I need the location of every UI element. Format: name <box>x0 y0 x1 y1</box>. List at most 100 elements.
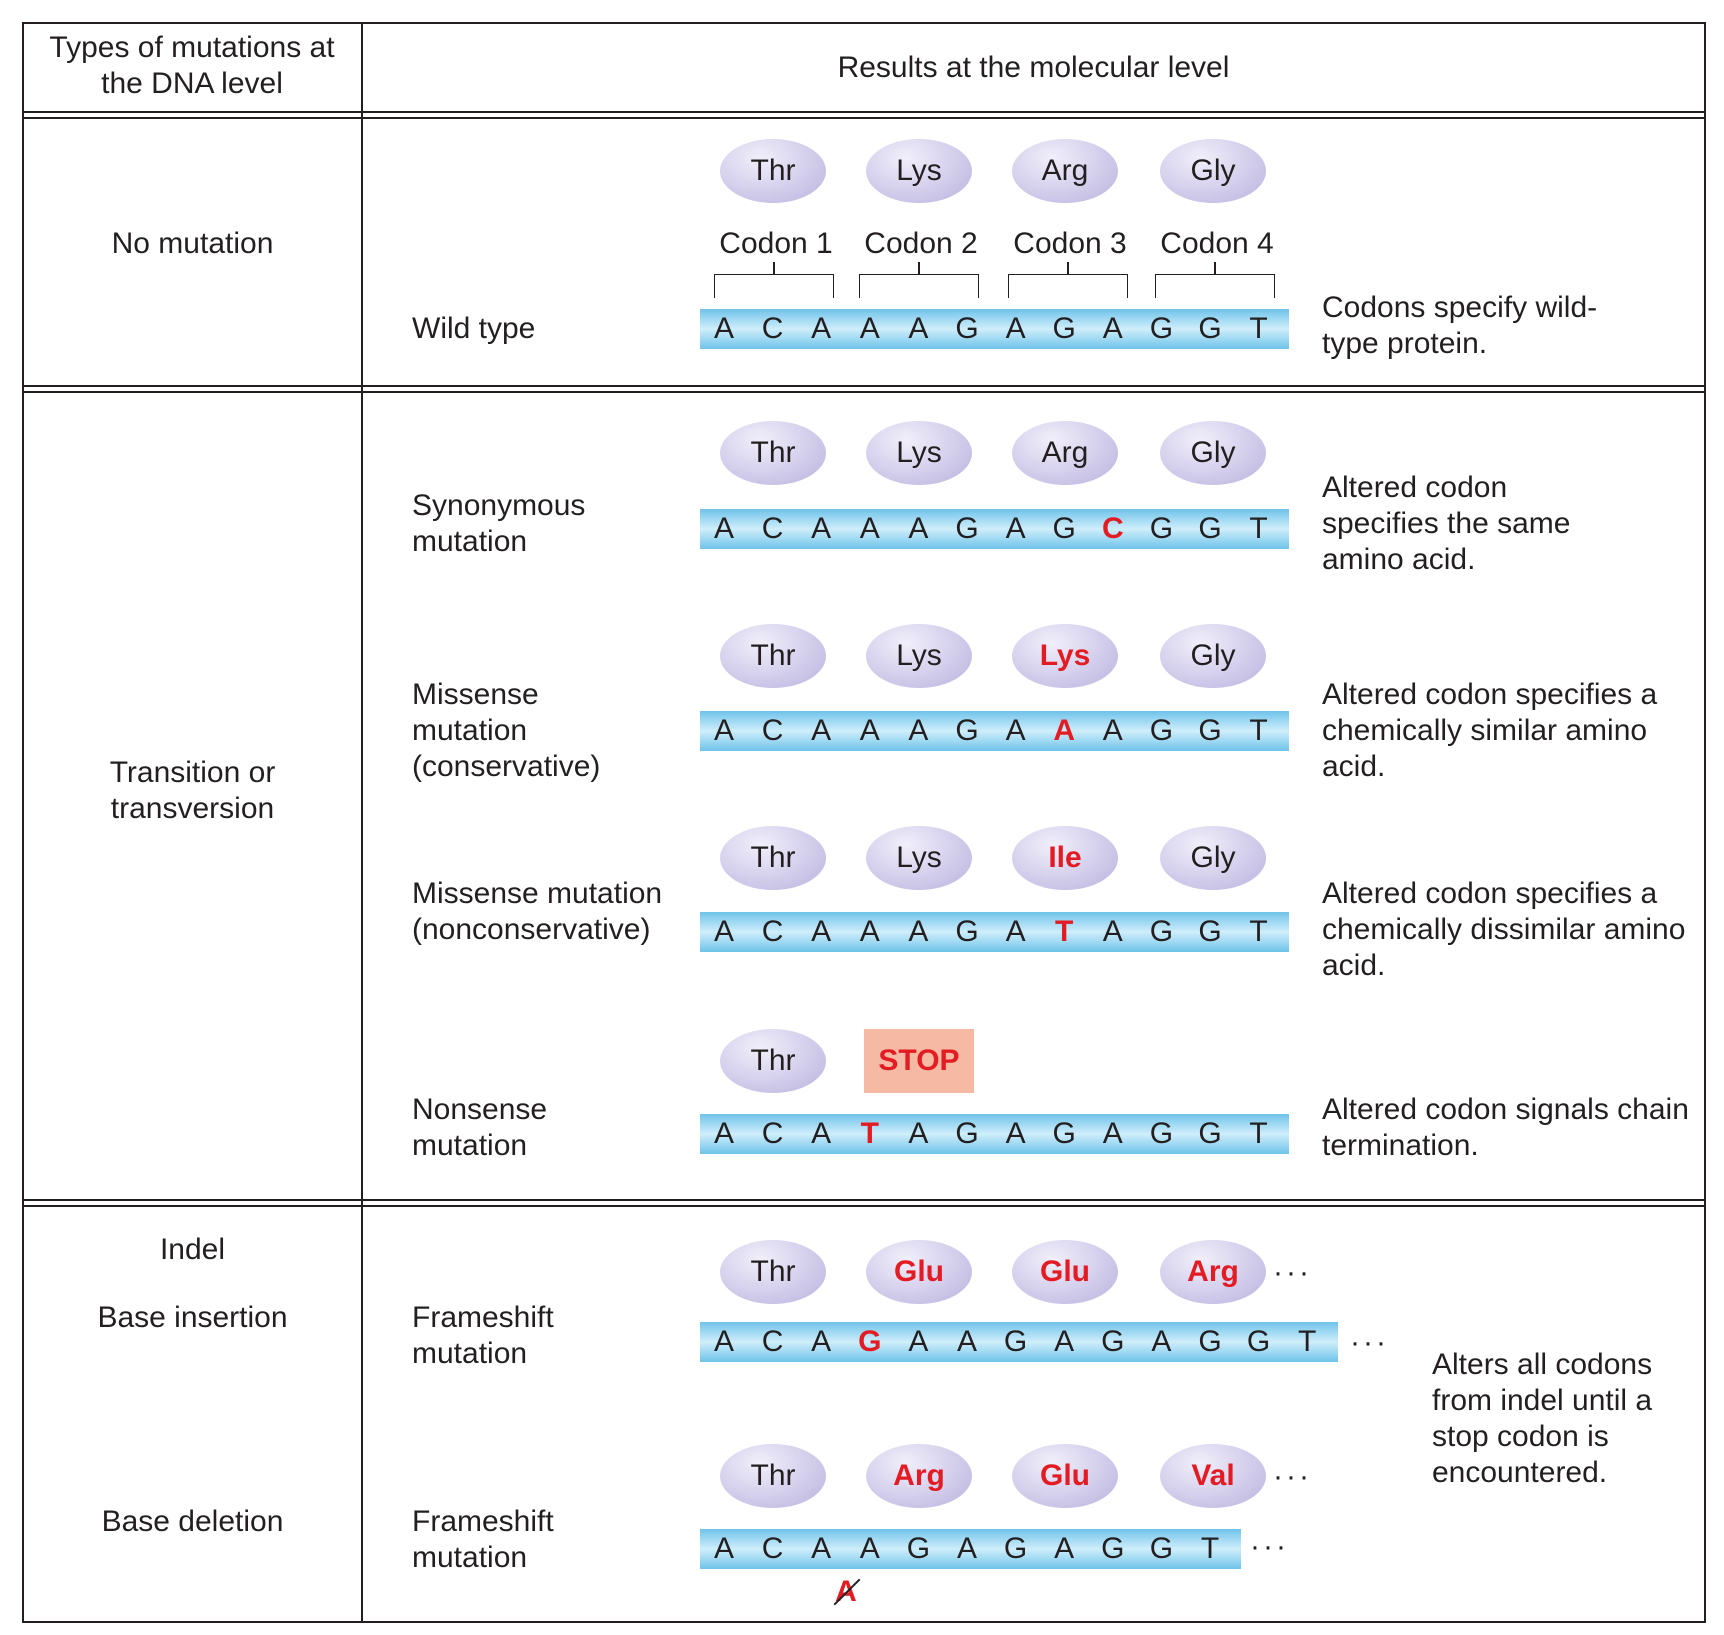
codon-label-3: Codon 3 <box>1013 227 1127 260</box>
dna-base: A <box>908 714 929 747</box>
codon-label-2: Codon 2 <box>864 227 978 260</box>
amino-acid-arg: Arg <box>1012 421 1118 485</box>
dna-base: A <box>713 1117 734 1150</box>
dna-base: T <box>1249 512 1268 545</box>
dna-base: C <box>761 1325 784 1358</box>
dna-base: A <box>908 1325 929 1358</box>
dna-base: G <box>1003 1325 1028 1358</box>
amino-acid-val: Val <box>1160 1444 1266 1508</box>
dna-base: G <box>1003 1532 1028 1565</box>
dna-strand-bar <box>700 711 1290 751</box>
dna-base: A <box>859 915 880 948</box>
frame-bottom <box>22 1621 1706 1623</box>
label-nonsense: Nonsense mutation <box>412 1093 548 1162</box>
dna-base: A <box>811 512 832 545</box>
row1-divider-2 <box>22 391 1706 393</box>
codon-bracket <box>1008 274 1128 298</box>
dna-base: T <box>1249 714 1268 747</box>
amino-acid-glu: Glu <box>1012 1240 1118 1304</box>
dna-base: A <box>859 1532 880 1565</box>
dna-base: C <box>761 1532 784 1565</box>
dna-base: A <box>811 915 832 948</box>
dna-base: G <box>1149 714 1174 747</box>
amino-acid-gly: Gly <box>1160 624 1266 688</box>
amino-acid-thr: Thr <box>720 826 826 890</box>
mutated-base: C <box>1101 512 1124 545</box>
frame-top <box>22 22 1706 24</box>
dna-base: A <box>1102 1117 1123 1150</box>
desc-nonsense: Altered codon signals chain termination. <box>1322 1093 1689 1162</box>
amino-acid-gly: Gly <box>1160 139 1266 203</box>
amino-acid-gly: Gly <box>1160 421 1266 485</box>
dna-base: G <box>1101 1325 1125 1358</box>
dna-base: A <box>1102 312 1123 345</box>
codon-bracket <box>714 274 834 298</box>
dna-base: A <box>1005 1117 1026 1150</box>
codon-bracket-tick <box>1214 262 1216 274</box>
dna-base: A <box>908 312 929 345</box>
codon-bracket <box>859 274 979 298</box>
mutated-base: T <box>860 1117 879 1150</box>
deletion-strand-ellipsis: ··· <box>1250 1530 1289 1563</box>
dna-base: G <box>1198 1117 1222 1150</box>
dna-base: C <box>761 915 784 948</box>
category-no-mutation: No mutation <box>111 227 274 260</box>
desc-wild-type: Codons specify wild-type protein. <box>1322 291 1598 360</box>
dna-base: A <box>1151 1325 1172 1358</box>
stop-box: STOP <box>864 1029 974 1093</box>
amino-acid-lys: Lys <box>866 139 972 203</box>
mutated-base: T <box>1055 915 1074 948</box>
header-col2: Results at the molecular level <box>837 51 1230 84</box>
dna-base: G <box>1149 1117 1174 1150</box>
dna-base: G <box>955 312 979 345</box>
amino-acid-thr: Thr <box>720 1240 826 1304</box>
dna-base: G <box>1198 915 1222 948</box>
insertion-amino-ellipsis: ··· <box>1273 1256 1312 1289</box>
dna-base: A <box>713 1325 734 1358</box>
dna-base: G <box>1198 312 1222 345</box>
header-col1: Types of mutations at the DNA level <box>49 31 335 100</box>
dna-base: G <box>1052 1117 1076 1150</box>
amino-acid-thr: Thr <box>720 1029 826 1093</box>
desc-missense-conservative: Altered codon specifies a chemically sim… <box>1322 678 1658 783</box>
codon-bracket-tick <box>773 262 775 274</box>
dna-base: A <box>908 512 929 545</box>
label-wild-type: Wild type <box>412 312 536 345</box>
amino-acid-ile: Ile <box>1012 826 1118 890</box>
insertion-strand-ellipsis: ··· <box>1350 1326 1389 1359</box>
column-divider <box>361 22 363 1621</box>
amino-acid-lys: Lys <box>866 826 972 890</box>
codon-label-4: Codon 4 <box>1160 227 1274 260</box>
dna-base: G <box>906 1532 931 1565</box>
desc-missense-nonconservative: Altered codon specifies a chemically dis… <box>1322 877 1686 982</box>
amino-acid-gly: Gly <box>1160 826 1266 890</box>
amino-acid-lys: Lys <box>866 624 972 688</box>
dna-base: A <box>811 312 832 345</box>
dna-base: T <box>1249 1117 1268 1150</box>
dna-base: G <box>1149 1532 1174 1565</box>
dna-base: A <box>859 512 880 545</box>
codon-bracket-tick <box>1067 262 1069 274</box>
dna-base: A <box>908 915 929 948</box>
dna-base: A <box>811 1117 832 1150</box>
dna-base: A <box>859 714 880 747</box>
dna-base: A <box>956 1325 977 1358</box>
dna-base: A <box>1005 312 1026 345</box>
dna-base: A <box>1054 1532 1075 1565</box>
label-deletion-frameshift: Frameshift mutation <box>412 1505 554 1574</box>
dna-base: G <box>1149 512 1174 545</box>
dna-strand-bar <box>700 1322 1338 1362</box>
dna-base: G <box>955 714 979 747</box>
dna-base: G <box>1198 714 1222 747</box>
amino-acid-arg: Arg <box>866 1444 972 1508</box>
dna-base: G <box>1149 312 1174 345</box>
frame-left <box>22 22 24 1623</box>
dna-base: A <box>713 512 734 545</box>
label-missense-nonconservative: Missense mutation (nonconservative) <box>412 877 663 946</box>
dna-base: G <box>1052 312 1076 345</box>
dna-base: A <box>713 714 734 747</box>
dna-strand-bar <box>700 309 1290 349</box>
dna-base: A <box>811 714 832 747</box>
amino-acid-thr: Thr <box>720 421 826 485</box>
